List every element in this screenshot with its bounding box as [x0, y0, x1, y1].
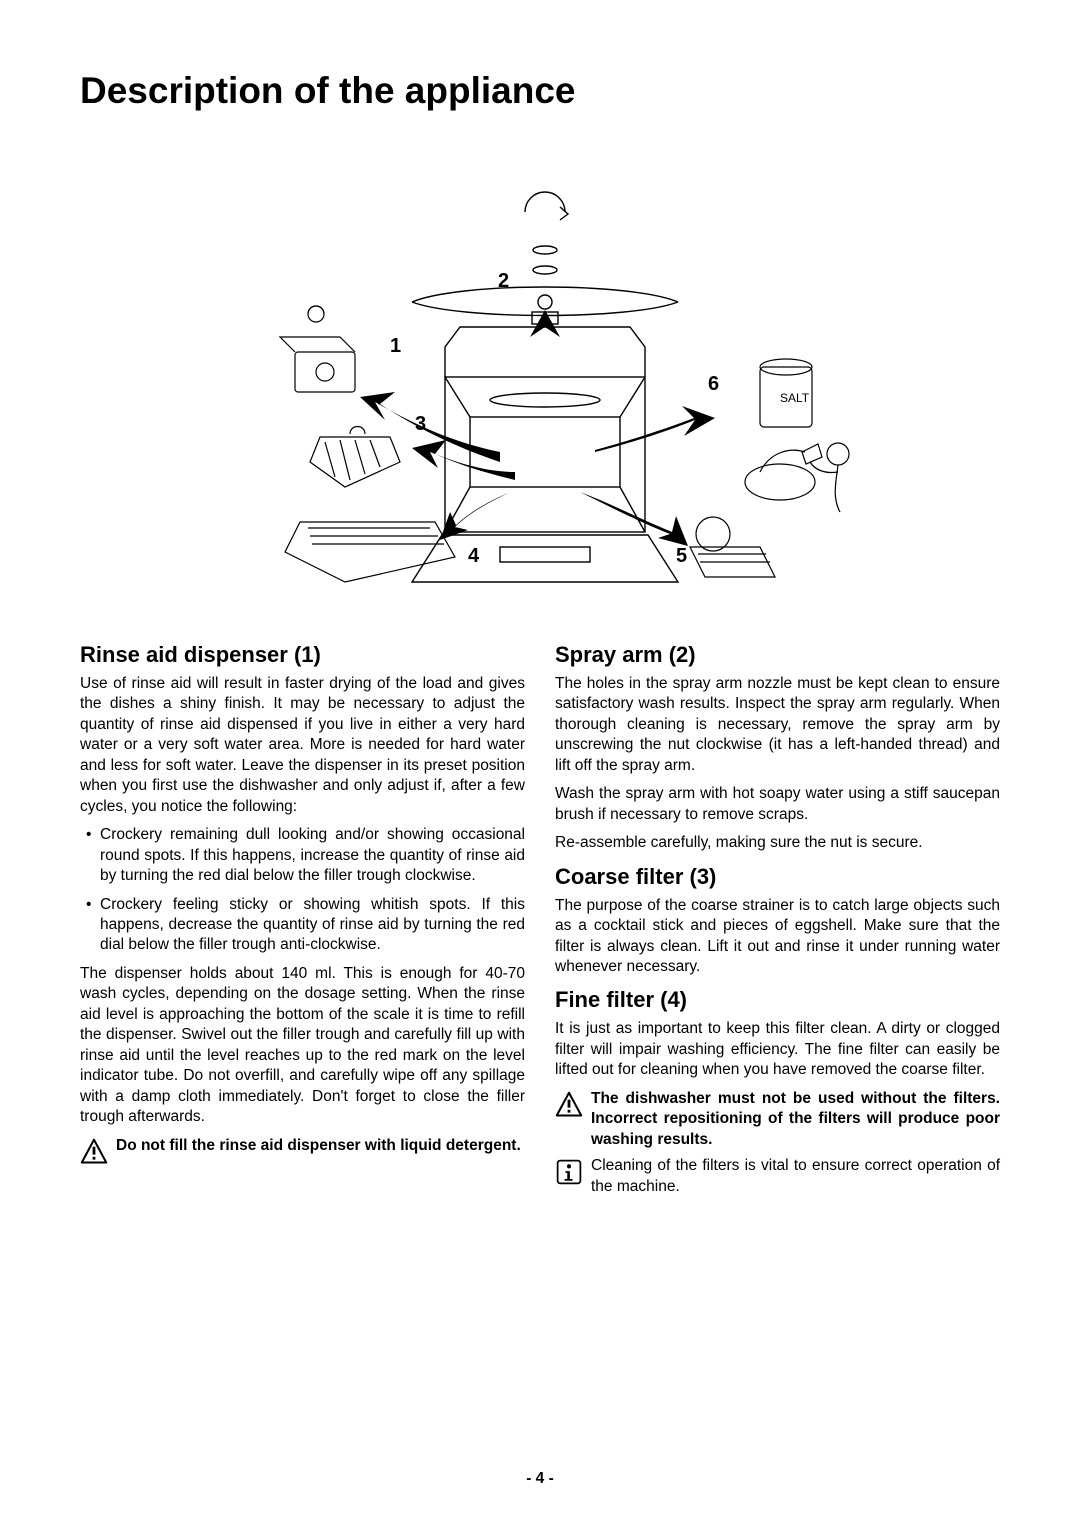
heading-spray-arm: Spray arm (2) [555, 642, 1000, 668]
rinse-aid-bullet-1: Crockery remaining dull looking and/or s… [100, 825, 525, 886]
page-number: - 4 - [0, 1470, 1080, 1488]
diagram-label-1: 1 [390, 335, 401, 357]
svg-text:SALT: SALT [780, 391, 810, 405]
rinse-aid-warning-row: Do not fill the rinse aid dispenser with… [80, 1136, 525, 1166]
rinse-aid-bullets: Crockery remaining dull looking and/or s… [80, 825, 525, 956]
content-columns: Rinse aid dispenser (1) Use of rinse aid… [80, 632, 1000, 1203]
warning-icon [80, 1138, 108, 1166]
left-column: Rinse aid dispenser (1) Use of rinse aid… [80, 632, 525, 1203]
diagram-label-5: 5 [676, 545, 687, 567]
rinse-aid-warning-text: Do not fill the rinse aid dispenser with… [116, 1136, 525, 1156]
filter-info-row: Cleaning of the filters is vital to ensu… [555, 1156, 1000, 1197]
coarse-filter-p: The purpose of the coarse strainer is to… [555, 896, 1000, 978]
rinse-aid-capacity: The dispenser holds about 140 ml. This i… [80, 964, 525, 1128]
heading-rinse-aid: Rinse aid dispenser (1) [80, 642, 525, 668]
heading-coarse-filter: Coarse filter (3) [555, 864, 1000, 890]
spray-arm-p1: The holes in the spray arm nozzle must b… [555, 674, 1000, 776]
diagram-label-2: 2 [498, 270, 509, 292]
diagram-label-3: 3 [415, 413, 426, 435]
filter-warning-text: The dishwasher must not be used without … [591, 1089, 1000, 1150]
heading-fine-filter: Fine filter (4) [555, 987, 1000, 1013]
right-column: Spray arm (2) The holes in the spray arm… [555, 632, 1000, 1203]
diagram-label-4: 4 [468, 545, 480, 567]
rinse-aid-bullet-2: Crockery feeling sticky or showing whiti… [100, 895, 525, 956]
spray-arm-p3: Re-assemble carefully, making sure the n… [555, 833, 1000, 853]
filter-info-text: Cleaning of the filters is vital to ensu… [591, 1156, 1000, 1197]
appliance-diagram: SALT 1 2 3 4 5 6 [80, 152, 1000, 592]
diagram-label-6: 6 [708, 373, 719, 395]
spray-arm-p2: Wash the spray arm with hot soapy water … [555, 784, 1000, 825]
page-title: Description of the appliance [80, 70, 1000, 112]
fine-filter-p: It is just as important to keep this fil… [555, 1019, 1000, 1080]
filter-warning-row: The dishwasher must not be used without … [555, 1089, 1000, 1150]
rinse-aid-intro: Use of rinse aid will result in faster d… [80, 674, 525, 817]
warning-icon [555, 1091, 583, 1119]
info-icon [555, 1158, 583, 1186]
